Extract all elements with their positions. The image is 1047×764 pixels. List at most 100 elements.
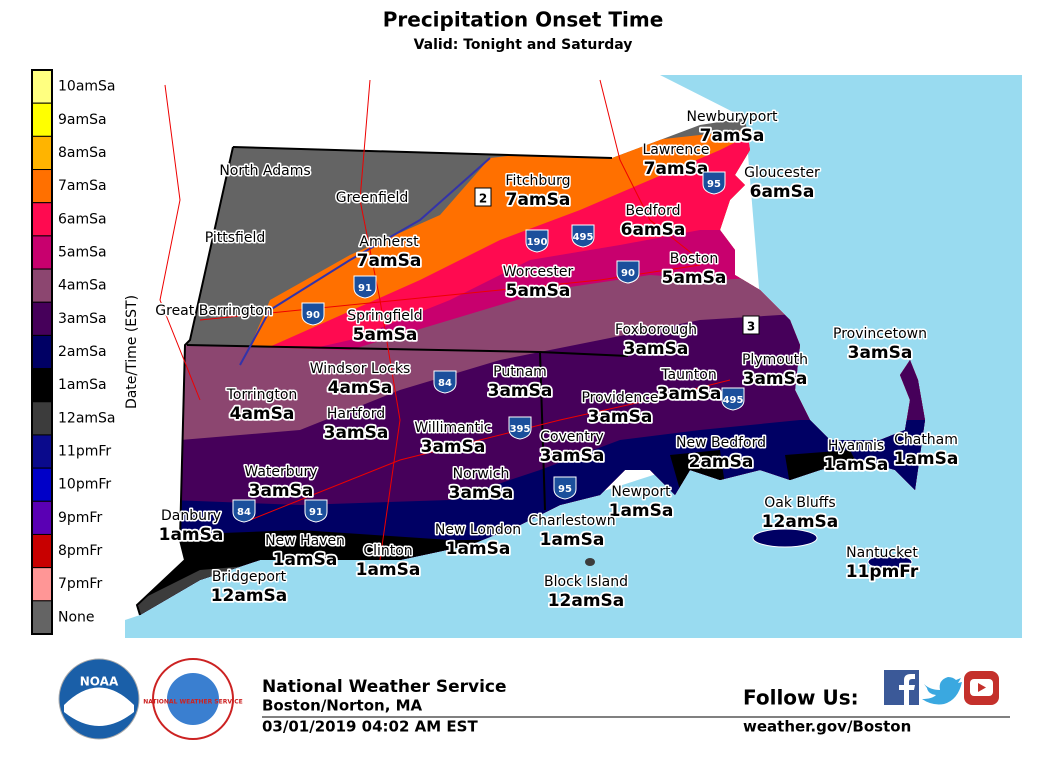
onset-time: 1amSa xyxy=(159,525,224,545)
onset-time: 7amSa xyxy=(357,251,422,271)
legend-label: None xyxy=(58,609,95,625)
onset-time: 5amSa xyxy=(506,281,571,301)
legend-swatch xyxy=(31,467,53,502)
twitter-icon[interactable] xyxy=(922,677,962,705)
county-edge xyxy=(239,157,491,366)
place-name: New Haven xyxy=(265,533,345,549)
shield-number: 95 xyxy=(707,179,721,190)
interstate-shield xyxy=(702,171,726,195)
legend-swatch xyxy=(31,600,53,635)
onset-time: 12amSa xyxy=(548,591,625,611)
place-name: Great Barrington xyxy=(155,303,272,319)
interstate-shield xyxy=(433,370,457,394)
onset-time: 6amSa xyxy=(621,220,686,240)
legend-axis-label: Date/Time (EST) xyxy=(124,295,140,409)
legend-label: 7pmFr xyxy=(58,576,102,592)
onset-time: 3amSa xyxy=(449,483,514,503)
legend-label: 6amSa xyxy=(58,211,107,227)
place-name: Pittsfield xyxy=(205,230,266,246)
footer-org: National Weather Service xyxy=(262,677,507,697)
place-name: Lawrence xyxy=(642,142,709,158)
facebook-glyph xyxy=(899,674,915,705)
legend-swatch xyxy=(31,135,53,171)
onset-time: 7amSa xyxy=(506,190,571,210)
interstate-shield xyxy=(525,229,549,253)
place-name: Providence xyxy=(581,390,658,406)
state-border xyxy=(135,146,234,616)
legend-label: 12amSa xyxy=(58,410,116,426)
island xyxy=(867,554,913,570)
place-name: Willimantic xyxy=(414,420,491,436)
shield-number: 395 xyxy=(510,424,531,435)
interstate-shield xyxy=(721,387,745,411)
onset-time: 4amSa xyxy=(328,378,393,398)
shield-number: 3 xyxy=(747,320,755,334)
ocean xyxy=(125,75,1022,638)
place-name: Fitchburg xyxy=(505,173,570,189)
shield-number: 90 xyxy=(621,268,635,279)
shield-number: 90 xyxy=(306,310,320,321)
place-name: Taunton xyxy=(660,367,717,383)
place-name: Putnam xyxy=(493,364,547,380)
legend-label: 9pmFr xyxy=(58,510,102,526)
onset-time: 3amSa xyxy=(624,339,689,359)
island xyxy=(585,558,595,566)
onset-time: 3amSa xyxy=(657,384,722,404)
shield-number: 95 xyxy=(558,484,572,495)
onset-time: 12amSa xyxy=(762,512,839,532)
nws-logo-text: NATIONAL WEATHER SERVICE xyxy=(143,699,242,706)
legend-label: 5amSa xyxy=(58,244,107,260)
legend-swatch xyxy=(31,334,53,370)
onset-time: 1amSa xyxy=(540,530,605,550)
onset-time: 4amSa xyxy=(230,404,295,424)
interstate-shield xyxy=(616,260,640,284)
legend-swatch xyxy=(31,235,53,270)
interstate-shield xyxy=(301,302,325,326)
state-border xyxy=(539,351,546,511)
shield-number: 495 xyxy=(573,232,594,243)
place-name: Worcester xyxy=(503,264,574,280)
state-border xyxy=(232,146,613,159)
shield-number: 91 xyxy=(309,507,323,518)
place-name: North Adams xyxy=(219,163,310,179)
legend-label: 7amSa xyxy=(58,178,107,194)
legend-swatch xyxy=(31,69,53,104)
footer: NOAA NATIONAL WEATHER SERVICE National W… xyxy=(58,658,1010,740)
place-name: Block Island xyxy=(544,574,628,590)
legend-label: 10pmFr xyxy=(58,477,111,493)
title: Precipitation Onset Time xyxy=(383,8,664,32)
interstate-shield xyxy=(571,224,595,248)
onset-time: 5amSa xyxy=(662,268,727,288)
youtube-play xyxy=(978,683,986,692)
onset-time: 3amSa xyxy=(249,481,314,501)
place-name: Charlestown xyxy=(528,513,615,529)
interstate-shield xyxy=(353,275,377,299)
legend-swatch xyxy=(31,268,53,303)
legend-label: 8amSa xyxy=(58,145,107,161)
onset-time: 3amSa xyxy=(421,437,486,457)
shield-number: 190 xyxy=(527,237,548,248)
legend-swatch xyxy=(31,567,53,602)
place-name: Greenfield xyxy=(336,190,409,206)
shield-number: 91 xyxy=(358,283,372,294)
legend-label: 8pmFr xyxy=(58,543,102,559)
legend-swatch xyxy=(31,102,53,137)
legend-label: 4amSa xyxy=(58,278,107,294)
interstate-shield xyxy=(553,476,577,500)
legend-swatch xyxy=(31,301,53,336)
legend-label: 9amSa xyxy=(58,112,107,128)
legend-swatch xyxy=(31,434,53,469)
onset-time: 12amSa xyxy=(211,586,288,606)
noaa-bird xyxy=(64,687,134,726)
footer-url: weather.gov/Boston xyxy=(743,718,911,736)
legend-label: 2amSa xyxy=(58,344,107,360)
interstate-shield xyxy=(304,499,328,523)
onset-time: 1amSa xyxy=(273,550,338,570)
place-name: Hartford xyxy=(327,406,385,422)
place-name: Norwich xyxy=(453,466,510,482)
legend-swatch xyxy=(31,368,53,403)
onset-time: 3amSa xyxy=(743,369,808,389)
interstate-shield xyxy=(232,499,256,523)
